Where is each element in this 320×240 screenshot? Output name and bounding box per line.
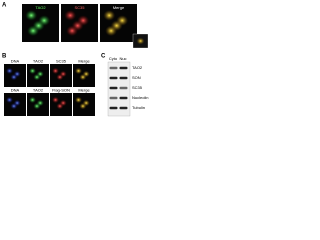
- nucleus: [56, 73, 64, 81]
- band: [119, 106, 128, 110]
- band: [119, 96, 128, 100]
- band: [119, 66, 128, 70]
- nucleus: [51, 67, 60, 75]
- figure: A TAO2 SC35 Merge B DNA TAO2 SC35 Merge DNA TAO2 Fl…: [2, 3, 149, 117]
- nucleus: [74, 67, 83, 75]
- nucleus: [51, 96, 60, 104]
- panel-label: B: [2, 54, 7, 60]
- nucleus: [28, 96, 37, 104]
- column-label: Merge: [78, 59, 90, 64]
- nucleus: [27, 25, 40, 37]
- column-label: TAO2: [33, 88, 44, 93]
- band: [119, 86, 128, 90]
- nucleus: [103, 10, 116, 21]
- nucleus: [33, 102, 41, 110]
- nucleus: [28, 67, 37, 75]
- nucleus: [5, 67, 14, 75]
- band: [109, 76, 118, 80]
- row-label: Tubulin: [132, 105, 145, 110]
- labels: A TAO2 SC35 Merge B DNA TAO2 SC35 Merge DNA TAO2 Fl…: [2, 3, 148, 110]
- nucleus: [64, 10, 77, 21]
- nucleus: [66, 25, 79, 37]
- column-label: Merge: [113, 5, 125, 10]
- row-label: Nucleolin: [132, 95, 148, 100]
- column-label: DNA: [11, 88, 20, 93]
- western-blot: [107, 61, 131, 117]
- column-label: SC35: [74, 5, 85, 10]
- row-label: SC35: [132, 85, 143, 90]
- column-label: TAO2: [33, 59, 44, 64]
- micrographs: [4, 4, 149, 116]
- nucleus: [5, 96, 14, 104]
- column-label: SC35: [56, 59, 67, 64]
- row-label: SON: [132, 75, 141, 80]
- band: [109, 66, 118, 70]
- lane-label: Cyto: [109, 56, 118, 61]
- row-label: TAO2: [132, 65, 143, 70]
- column-label: TAO2: [35, 5, 46, 10]
- nucleus: [10, 102, 18, 110]
- nucleus: [33, 73, 41, 81]
- nucleus: [79, 102, 87, 110]
- inset-signal: [136, 37, 145, 45]
- column-label: DNA: [11, 59, 20, 64]
- nucleus: [25, 10, 38, 21]
- band: [109, 86, 118, 90]
- panel-label: A: [2, 3, 7, 9]
- band: [109, 96, 118, 100]
- panel-label: C: [101, 54, 106, 60]
- nucleus: [79, 73, 87, 81]
- nucleus: [10, 73, 18, 81]
- column-label: Flag-SON: [52, 88, 70, 93]
- nucleus: [56, 102, 64, 110]
- nucleus: [105, 25, 118, 37]
- column-label: Merge: [78, 88, 90, 93]
- lane-label: Nuc: [119, 56, 126, 61]
- nucleus: [74, 96, 83, 104]
- band: [119, 76, 128, 80]
- band: [109, 106, 118, 110]
